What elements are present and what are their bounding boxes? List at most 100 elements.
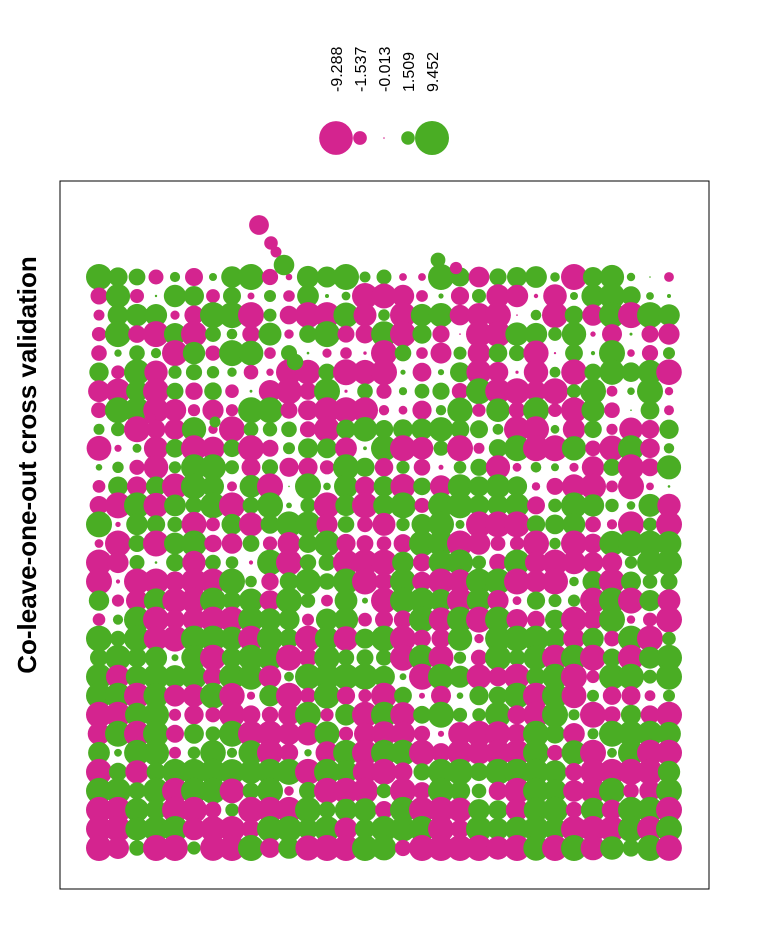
bubble <box>580 587 606 614</box>
bubble <box>225 556 239 569</box>
bubble <box>358 612 372 627</box>
bubble <box>547 744 563 761</box>
bubble <box>225 404 239 417</box>
bubble <box>523 701 549 728</box>
bubble <box>86 435 112 461</box>
bubble <box>488 686 508 705</box>
bubble <box>314 321 340 348</box>
bubble <box>394 686 412 705</box>
bubble <box>490 536 506 551</box>
bubble <box>166 724 184 743</box>
bubble <box>219 492 245 519</box>
bubble <box>359 271 371 283</box>
bubble <box>299 325 317 343</box>
bubble <box>162 340 188 367</box>
bubble <box>523 340 549 366</box>
bubble <box>565 801 583 819</box>
bubble <box>580 816 606 842</box>
bubble <box>181 454 207 481</box>
bubble <box>124 568 150 595</box>
bubble <box>206 366 220 379</box>
bubble <box>238 435 264 462</box>
bubble <box>258 608 282 631</box>
bubble <box>621 571 641 592</box>
bubble <box>143 626 169 651</box>
bubble <box>603 458 621 476</box>
bubble <box>410 437 434 460</box>
bubble <box>523 739 549 766</box>
bubble <box>181 321 207 348</box>
bubble <box>314 682 340 709</box>
bubble <box>486 836 510 860</box>
bubble <box>413 782 431 800</box>
bubble <box>409 606 435 633</box>
bubble <box>637 549 663 576</box>
bubble <box>219 340 245 367</box>
bubble <box>352 549 378 576</box>
bubble <box>295 625 321 652</box>
bubble <box>561 492 587 519</box>
bubble <box>637 739 663 766</box>
bubble <box>431 629 451 649</box>
bubble <box>200 302 226 329</box>
bubble <box>413 553 431 572</box>
bubble <box>438 464 444 470</box>
bubble <box>335 437 357 460</box>
bubble <box>182 550 206 575</box>
bubble <box>626 615 636 624</box>
bubble <box>146 476 166 497</box>
bubble <box>219 835 245 861</box>
bubble <box>618 587 644 614</box>
bubble <box>241 457 261 477</box>
bubble <box>583 533 603 554</box>
bubble <box>431 685 451 706</box>
bubble <box>258 380 282 403</box>
bubble <box>488 439 508 458</box>
bubble <box>169 746 181 759</box>
bubble <box>164 418 186 440</box>
bubble <box>629 332 633 336</box>
bubble <box>143 492 169 518</box>
bubble <box>542 644 568 671</box>
bubble <box>486 398 510 423</box>
bubble <box>524 322 548 346</box>
bubble <box>447 835 473 861</box>
bubble <box>412 362 432 382</box>
bubble <box>637 378 663 405</box>
bubble <box>184 705 204 725</box>
bubble <box>390 816 416 842</box>
bubble <box>637 816 663 842</box>
bubble <box>182 608 206 632</box>
bubble <box>504 511 530 538</box>
bubble <box>124 720 150 747</box>
bubble <box>298 438 318 459</box>
bubble <box>409 530 435 557</box>
bubble <box>88 741 110 764</box>
bubble <box>219 606 245 633</box>
bubble <box>284 329 294 339</box>
bubble <box>219 778 245 804</box>
bubble <box>523 777 549 804</box>
bubble <box>456 692 464 699</box>
bubble <box>621 286 641 306</box>
bubble <box>238 740 264 766</box>
bubble <box>334 760 358 784</box>
bubble <box>322 348 332 358</box>
bubble <box>204 801 222 819</box>
bubble <box>551 463 559 472</box>
bubble <box>318 363 336 381</box>
bubble <box>257 473 283 500</box>
bubble <box>352 397 378 424</box>
bubble <box>257 644 283 671</box>
bubble <box>390 739 416 766</box>
bubble <box>504 549 530 576</box>
bubble <box>375 610 393 629</box>
bubble <box>371 758 397 785</box>
bubble <box>86 777 112 804</box>
bubble <box>314 644 340 671</box>
bubble <box>602 648 622 667</box>
bubble <box>447 435 473 462</box>
bubble <box>468 799 490 821</box>
bubble <box>485 701 511 728</box>
